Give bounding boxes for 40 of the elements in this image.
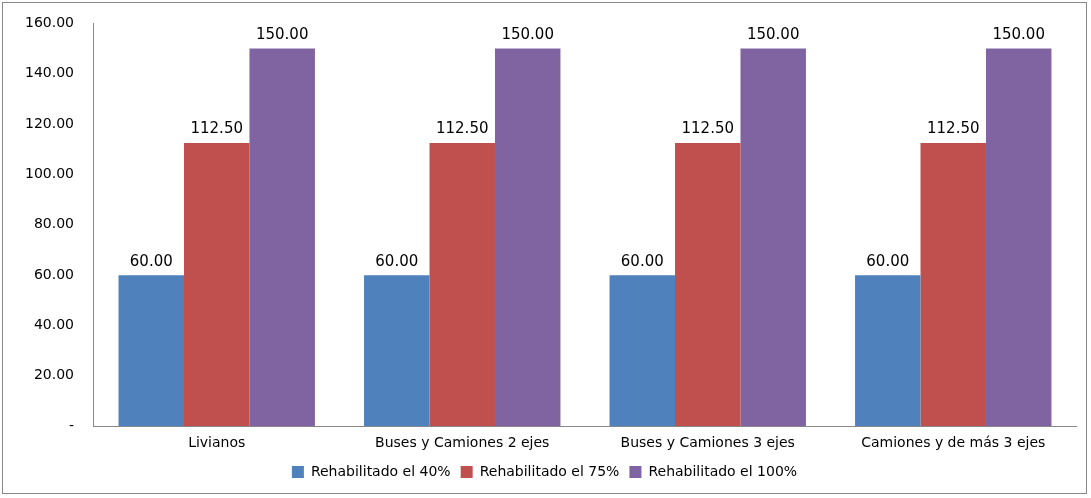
bar — [249, 48, 315, 427]
y-tick-label: 40.00 — [33, 316, 74, 333]
x-tick-label: Livianos — [188, 434, 246, 451]
data-label: 150.00 — [255, 24, 309, 43]
data-label: 60.00 — [375, 251, 419, 270]
data-label: 60.00 — [620, 251, 664, 270]
bar — [675, 142, 741, 427]
bar — [184, 142, 250, 427]
data-label: 60.00 — [866, 251, 910, 270]
bar — [118, 275, 184, 427]
bar — [364, 275, 430, 427]
data-label: 150.00 — [746, 24, 800, 43]
bar — [429, 142, 495, 427]
data-label: 112.50 — [190, 119, 243, 138]
data-label: 60.00 — [129, 251, 173, 270]
bar — [920, 142, 986, 427]
legend-label: Rehabilitado el 40% — [310, 462, 451, 479]
bar — [740, 48, 806, 427]
x-tick-label: Buses y Camiones 2 ejes — [375, 434, 550, 451]
y-tick-label: 100.00 — [24, 165, 74, 182]
y-tick-label: 160.00 — [24, 14, 74, 31]
legend-label: Rehabilitado el 75% — [479, 462, 620, 479]
y-tick-label: - — [68, 416, 74, 433]
bar — [985, 48, 1052, 427]
bar — [494, 48, 561, 427]
data-label: 112.50 — [681, 119, 734, 138]
data-label: 150.00 — [992, 24, 1045, 43]
bar — [855, 275, 921, 427]
data-label: 112.50 — [927, 119, 980, 138]
y-tick-label: 60.00 — [33, 265, 74, 282]
y-tick-label: 20.00 — [33, 366, 74, 383]
data-label: 112.50 — [435, 119, 489, 138]
y-tick-label: 120.00 — [24, 114, 74, 131]
bar — [609, 275, 676, 427]
y-tick-label: 140.00 — [24, 64, 74, 81]
y-tick-label: 80.00 — [33, 215, 74, 232]
data-label: 150.00 — [501, 24, 554, 43]
legend-label: Rehabilitado el 100% — [648, 462, 798, 479]
x-tick-label: Camiones y de más 3 ejes — [861, 434, 1046, 451]
x-tick-label: Buses y Camiones 3 ejes — [620, 434, 795, 451]
